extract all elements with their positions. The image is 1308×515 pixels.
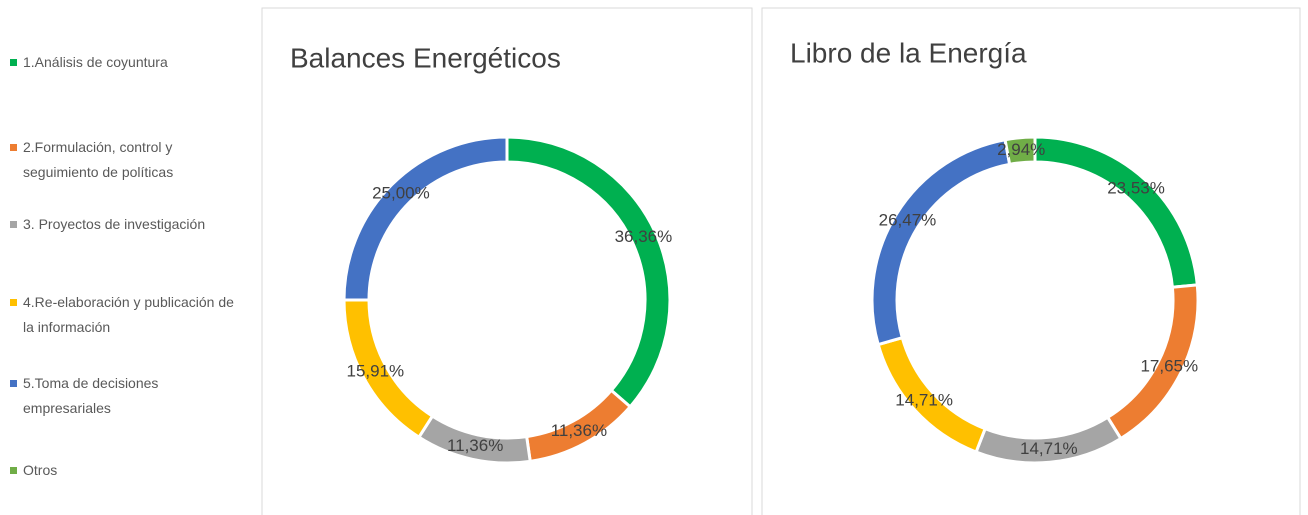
- data-label: 15,91%: [347, 361, 405, 380]
- data-label: 11,36%: [447, 436, 503, 455]
- data-label: 26,47%: [879, 210, 937, 229]
- data-label: 14,71%: [1020, 439, 1078, 458]
- donut-slice: [342, 135, 509, 302]
- legend-label: 4.Re-elaboración y publicación de la inf…: [23, 294, 234, 335]
- data-label: 2,94%: [997, 140, 1045, 159]
- legend-item: 5.Toma de decisiones empresariales: [10, 371, 235, 421]
- legend-item: 2.Formulación, control y seguimiento de …: [10, 135, 235, 185]
- donut-slice: [870, 138, 1012, 347]
- donut-slice: [505, 135, 672, 409]
- data-label: 14,71%: [895, 391, 953, 410]
- legend-item: 3. Proyectos de investigación: [10, 212, 235, 237]
- legend: 1.Análisis de coyuntura 2.Formulación, co…: [0, 0, 255, 515]
- panel: [761, 7, 1301, 515]
- legend-swatch: [10, 299, 17, 306]
- donut-slice: [1033, 135, 1199, 289]
- legend-swatch: [10, 59, 17, 66]
- legend-label: 5.Toma de decisiones empresariales: [23, 375, 159, 416]
- legend-item: 1.Análisis de coyuntura: [10, 50, 235, 75]
- data-label: 25,00%: [372, 183, 430, 202]
- data-label: 23,53%: [1107, 179, 1165, 198]
- legend-item: 4.Re-elaboración y publicación de la inf…: [10, 290, 235, 340]
- legend-item: Otros: [10, 458, 235, 483]
- legend-label: 3. Proyectos de investigación: [23, 216, 206, 232]
- data-label: 17,65%: [1140, 356, 1198, 375]
- legend-swatch: [10, 467, 17, 474]
- legend-swatch: [10, 380, 17, 387]
- data-label: 36,36%: [615, 227, 673, 246]
- legend-label: Otros: [23, 462, 58, 478]
- chart-title: Libro de la Energía: [790, 37, 1027, 68]
- donut-slice: [1003, 135, 1037, 167]
- panel: [261, 7, 753, 515]
- legend-label: 1.Análisis de coyuntura: [23, 54, 168, 70]
- legend-label: 2.Formulación, control y seguimiento de …: [23, 139, 174, 180]
- chart-title: Balances Energéticos: [290, 42, 561, 73]
- legend-swatch: [10, 144, 17, 151]
- legend-swatch: [10, 221, 17, 228]
- data-label: 11,36%: [551, 421, 607, 440]
